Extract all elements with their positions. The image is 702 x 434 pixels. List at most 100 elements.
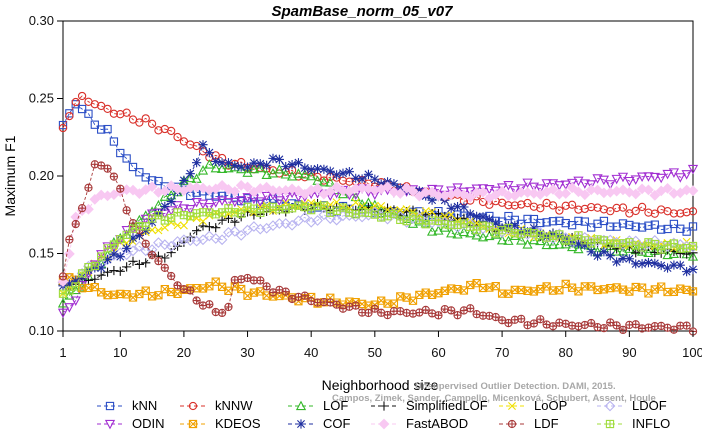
legend-label: kNN [132,398,157,413]
data-point [612,203,621,213]
data-point [504,318,513,328]
data-point [618,219,628,228]
series-line [62,201,694,294]
data-point [555,216,564,226]
data-point [517,314,526,323]
data-point [529,202,539,211]
data-point [63,248,75,260]
data-point [216,163,228,173]
data-point [548,201,558,210]
data-point [127,245,139,257]
data-point [382,181,393,193]
x-tick-label: 30 [240,345,254,360]
data-point [351,198,360,207]
data-point [178,204,190,214]
data-point [522,187,533,198]
series-knnw [58,91,698,218]
data-point [103,104,112,114]
data-point [90,120,99,129]
data-point [71,100,80,109]
data-point [217,308,227,318]
data-point [89,260,100,270]
legend-marker [604,400,616,412]
data-point [395,183,405,193]
data-point [490,229,501,239]
data-point [211,156,221,167]
data-point [605,251,615,261]
data-point [141,222,150,231]
legend-marker [295,400,307,411]
data-point [166,248,176,258]
data-point [377,202,386,210]
data-point [255,197,266,207]
data-point [210,198,221,208]
data-point [458,189,470,201]
data-point [191,235,203,247]
data-point [548,217,558,226]
data-point [248,221,260,232]
data-point [447,210,456,219]
data-point [573,176,584,187]
data-point [166,206,177,216]
data-point [274,164,285,174]
data-point [669,239,679,248]
data-point [458,226,470,237]
data-point [210,162,221,173]
data-point [128,233,138,243]
data-point [324,186,336,197]
data-point [643,172,654,182]
x-axis: 1 10 20 30 40 50 60 70 80 90 100 [59,331,702,360]
data-point [618,325,628,335]
x-tick-label: 50 [368,345,382,360]
data-point [668,168,680,178]
data-point [97,252,106,261]
data-point [197,165,209,175]
legend-item-knnw: kNNW [180,398,253,413]
data-point [662,183,673,194]
y-axis-label: Maximum F1 [2,135,18,216]
data-point [356,182,368,194]
data-point [669,219,679,229]
data-point [140,214,151,225]
data-point [517,219,526,229]
data-point [496,183,508,193]
data-point [141,114,150,123]
data-point [204,148,214,158]
data-point [154,256,163,266]
data-point [611,246,622,256]
data-point [637,223,647,232]
data-point [141,173,150,182]
data-point [90,261,99,271]
data-point [611,174,622,185]
data-point [224,302,233,312]
data-point [631,259,641,269]
legend-label: LDF [534,416,559,431]
legend-marker [605,419,615,429]
data-point [255,162,266,173]
data-point [300,291,309,300]
data-point [560,188,572,199]
data-point [154,126,163,135]
data-point [332,300,341,309]
data-point [122,243,132,253]
data-point [77,104,87,114]
data-point [261,181,273,193]
data-point [122,108,131,117]
data-point [237,275,246,284]
data-point [173,281,182,290]
data-point [141,258,151,268]
data-point [217,215,227,225]
data-point [179,221,188,230]
data-point [541,179,552,189]
legend-item-ldof: LDOF [597,398,667,413]
data-point [675,173,686,183]
data-point [337,185,349,197]
data-point [535,184,546,194]
data-point [109,265,119,276]
legend: kNN kNNW LOF SimplifiedLOF LoOP LDOF ODIN KDEOS… [97,398,670,431]
y-tick-label: 0.10 [29,323,54,338]
data-point [122,262,132,272]
data-point [306,170,317,181]
data-point [675,260,685,270]
data-point [364,308,373,318]
